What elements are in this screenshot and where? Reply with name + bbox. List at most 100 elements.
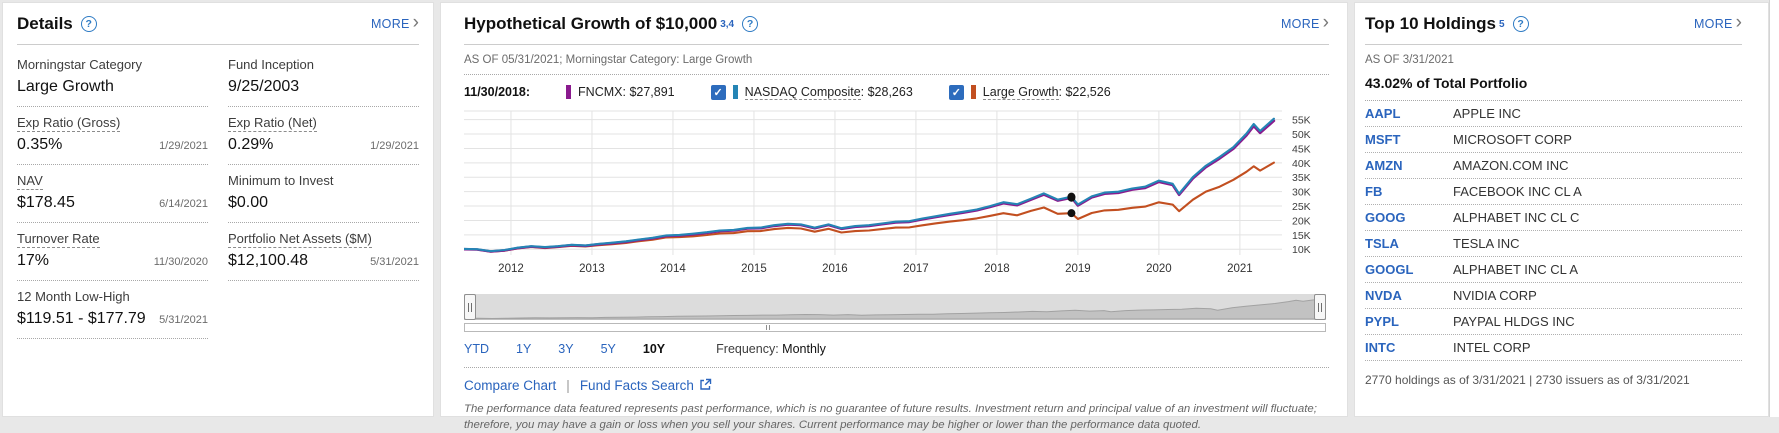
details-item: 12 Month Low-High $119.51 - $177.79 5/31/2… [17,281,208,339]
details-item-label[interactable]: Turnover Rate [17,231,100,248]
legend-checkbox-icon[interactable]: ✓ [948,84,964,100]
details-item: Minimum to Invest $0.00 [228,165,419,223]
holdings-more-link[interactable]: MORE › [1693,12,1742,33]
details-empty-cell [228,281,419,339]
details-item-label[interactable]: NAV [17,173,43,190]
chevron-right-icon: › [412,12,419,33]
growth-title: Hypothetical Growth of $10,000 [464,14,718,33]
details-panel: Details ? MORE › Morningstar Category Lar… [2,2,434,417]
holding-company-name: AMAZON.COM INC [1453,158,1569,173]
holding-ticker-link[interactable]: FB [1365,184,1383,199]
performance-disclaimer: The performance data featured represents… [464,403,1317,431]
holding-ticker-link[interactable]: INTC [1365,340,1396,355]
details-item: Fund Inception 9/25/2003 [228,49,419,107]
holding-row: MSFT MICROSOFT CORP [1365,127,1742,153]
period-button-1y[interactable]: 1Y [516,342,532,356]
frequency-label: Frequency: Monthly [716,342,826,356]
details-item-value: $0.00 [228,194,269,211]
slider-right-handle[interactable] [1314,294,1326,320]
details-item-label: Fund Inception [228,57,315,72]
holdings-footer: 2770 holdings as of 3/31/2021 | 2730 iss… [1365,373,1690,387]
svg-text:35K: 35K [1292,172,1311,184]
legend-series-name: FNCMX [578,85,623,99]
svg-text:50K: 50K [1292,129,1311,141]
details-more-link[interactable]: MORE › [370,12,419,33]
holding-company-name: PAYPAL HLDGS INC [1453,314,1575,329]
chart-period-controls: YTD 1Y 3Y 5Y 10Y Frequency: Monthly [464,342,1329,356]
period-button-10y: 10Y [642,342,666,356]
growth-more-link[interactable]: MORE › [1280,12,1329,33]
details-item-label[interactable]: Portfolio Net Assets ($M) [228,231,372,248]
legend-series-value: : $27,891 [622,85,675,99]
svg-text:2017: 2017 [903,263,929,275]
holdings-title: Top 10 Holdings [1365,14,1496,33]
link-separator: | [566,377,570,393]
holdings-list: AAPL APPLE INC MSFT MICROSOFT CORP AMZN AMAZO… [1365,101,1742,361]
details-item-label[interactable]: Exp Ratio (Net) [228,115,317,132]
holding-company-name: TESLA INC [1453,236,1520,251]
details-item-label[interactable]: Exp Ratio (Gross) [17,115,121,132]
svg-text:55K: 55K [1292,115,1311,127]
svg-text:2021: 2021 [1227,263,1253,275]
holding-ticker-link[interactable]: AMZN [1365,158,1403,173]
growth-footnote-superscript: 3,4 [720,18,735,30]
details-header: Details ? MORE › [17,11,419,37]
svg-text:45K: 45K [1292,143,1311,155]
growth-chart-svg[interactable]: 10K 15K 20K 25K 30K 35K 40K 45K 50K 55K 2012 2013 20… [462,105,1326,285]
holding-row: AMZN AMAZON.COM INC [1365,153,1742,179]
holding-company-name: APPLE INC [1453,106,1521,121]
period-button-3y[interactable]: 3Y [558,342,574,356]
period-button-5y[interactable]: 5Y [600,342,616,356]
holdings-help-icon[interactable]: ? [1512,16,1529,32]
details-item-label: 12 Month Low-High [17,289,130,304]
holding-company-name: INTEL CORP [1453,340,1531,355]
details-item-value: $119.51 - $177.79 [17,310,146,327]
svg-text:15K: 15K [1292,230,1311,242]
legend-items: FNCMX: $27,891 ✓ NASDAQ Composite: $28,263… [566,84,1147,100]
legend-item-fncmx: FNCMX: $27,891 [566,85,675,99]
holding-ticker-link[interactable]: NVDA [1365,288,1402,303]
compare-chart-link[interactable]: Compare Chart [464,377,557,393]
details-item-value: $12,100.48 [228,252,309,269]
page-scrollbar-strip[interactable] [1769,0,1779,417]
holding-ticker-link[interactable]: GOOG [1365,210,1406,225]
details-item-date: 1/29/2021 [159,140,208,152]
divider [464,367,1329,368]
details-item-date: 11/30/2020 [153,256,208,268]
details-item-value: $178.45 [17,194,75,211]
hypothetical-growth-panel: Hypothetical Growth of $10,000 3,4 ? MOR… [440,2,1348,431]
header-divider [1365,44,1742,45]
holding-ticker-link[interactable]: AAPL [1365,106,1401,121]
period-buttons: YTD 1Y 3Y 5Y 10Y [464,342,692,356]
hover-date-label: 11/30/2018: [464,85,531,99]
slider-left-handle[interactable] [464,294,476,320]
holding-ticker-link[interactable]: GOOGL [1365,262,1414,277]
details-item: Exp Ratio (Net) 0.29% 1/29/2021 [228,107,419,165]
growth-chart[interactable]: 10K 15K 20K 25K 30K 35K 40K 45K 50K 55K 2012 2013 20… [462,105,1329,290]
holding-ticker-link[interactable]: TSLA [1365,236,1399,251]
legend-checkbox-icon[interactable]: ✓ [710,84,726,100]
holding-row: TSLA TESLA INC [1365,231,1742,257]
chart-links-row: Compare Chart | Fund Facts Search [464,377,1329,393]
details-item-label: Morningstar Category [17,57,142,72]
details-item: Exp Ratio (Gross) 0.35% 1/29/2021 [17,107,208,165]
legend-series-name[interactable]: NASDAQ Composite [744,84,861,100]
details-item-value: 0.35% [17,136,63,153]
growth-as-of-line: AS OF 05/31/2021; Morningstar Category: … [464,54,753,66]
svg-text:2012: 2012 [498,263,524,275]
svg-text:2018: 2018 [984,263,1010,275]
growth-help-icon[interactable]: ? [742,16,759,32]
details-item: Portfolio Net Assets ($M) $12,100.48 5/31/… [228,223,419,281]
svg-text:2013: 2013 [579,263,605,275]
chart-scrollbar[interactable] [464,323,1326,332]
period-button-ytd[interactable]: YTD [464,342,489,356]
details-help-icon[interactable]: ? [80,16,97,32]
scrollbar-grip-icon[interactable] [766,325,770,330]
time-range-slider[interactable] [463,294,1327,320]
legend-series-name[interactable]: Large Growth [982,84,1059,100]
holding-row: GOOGL ALPHABET INC CL A [1365,257,1742,283]
holding-ticker-link[interactable]: MSFT [1365,132,1401,147]
external-link-icon [699,378,712,394]
fund-facts-search-link[interactable]: Fund Facts Search [579,377,694,393]
holding-ticker-link[interactable]: PYPL [1365,314,1399,329]
